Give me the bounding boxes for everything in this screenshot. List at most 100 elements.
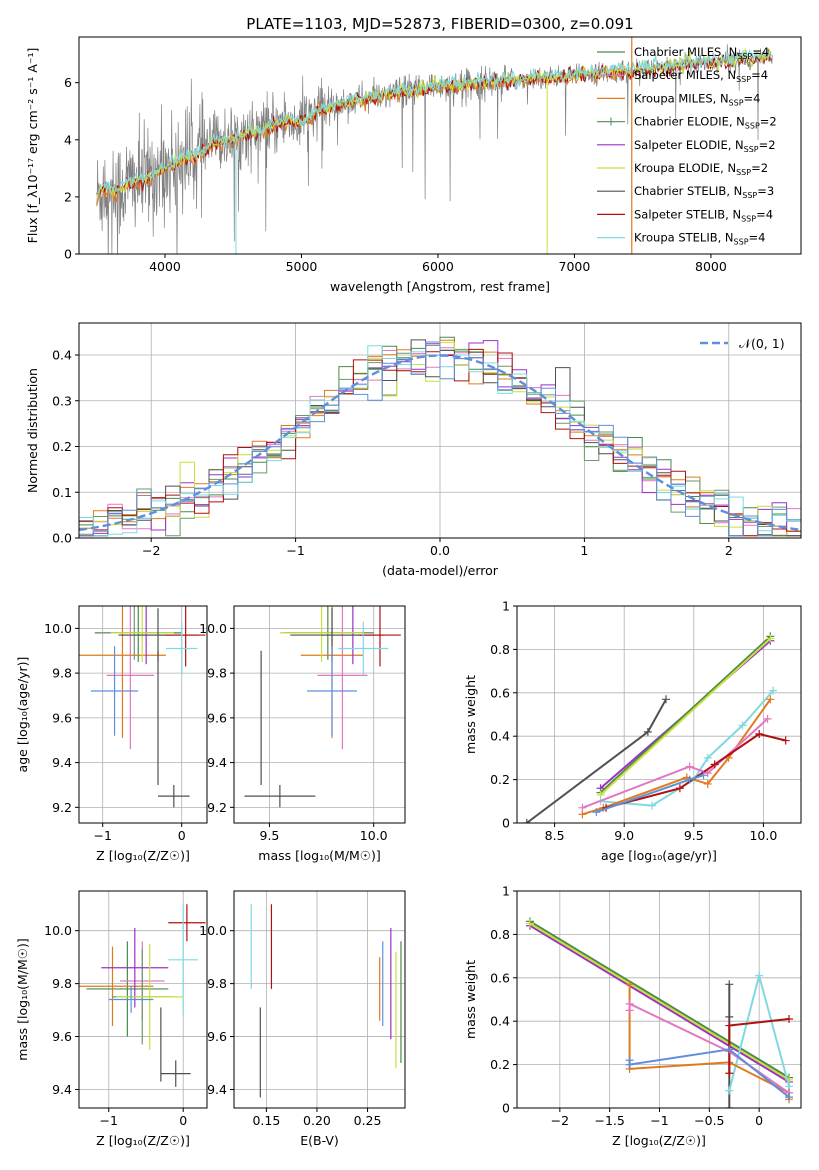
x-axis-label: E(B-V) [300,1133,339,1148]
x-axis-label: (data-model)/error [382,563,499,578]
x-tick-label: 0.25 [354,1113,382,1128]
y-tick-label: 9.8 [207,976,227,991]
x-tick-label: 8000 [695,259,727,274]
series-line-kroupa_elodie [529,922,790,1081]
series-point [625,1060,634,1069]
series-point [710,760,719,769]
y-tick-label: 0.0 [52,531,72,546]
series-point [738,721,747,730]
series-line-salpeter_elodie [529,924,790,1083]
series-point [725,1045,734,1054]
series-point [725,1021,734,1030]
y-tick-label: 9.8 [52,666,72,681]
x-tick-label: −0.5 [694,1113,724,1128]
legend-label: Salpeter MILES, NSSP=4 [634,68,768,84]
y-tick-label: 6 [64,75,72,90]
y-tick-label: 9.8 [207,666,227,681]
y-tick-label: 0 [64,247,72,262]
x-tick-label: 0.20 [303,1113,331,1128]
y-tick-label: 9.6 [207,710,227,725]
x-tick-label: 5000 [286,259,318,274]
axes-frame [78,36,802,255]
plot-area-weight_vs_Z [525,917,794,1108]
series-point [725,1104,734,1108]
legend-label: Kroupa ELODIE, NSSP=2 [634,161,768,177]
series-point [675,784,684,793]
y-axis-label: mass [log₁₀(M/M☉)] [15,938,30,1060]
x-tick-label: 10.0 [360,828,388,843]
x-tick-label: −1 [93,828,111,843]
series-point [685,762,694,771]
series-point [625,980,634,989]
series-point [578,803,587,812]
series-point [699,771,708,780]
panel-age_vs_Z: −1 0 9.2 9.4 9.6 9.8 10.0 Z [log₁₀(Z/Z☉)] age [l… [15,605,208,863]
panel-weight_vs_age: 8.5 9.0 9.5 10.0 0 0.2 0.4 0.6 0.8 1 age [log₁₀(ag… [463,599,802,863]
x-axis-label: Z [log₁₀(Z/Z☉)] [96,848,190,863]
y-tick-label: 9.4 [207,1082,227,1097]
model-spectrum-kroupa_miles [96,65,633,207]
legend-label: 𝒩(0, 1) [739,336,785,351]
y-axis-label: mass weight [463,675,478,754]
y-tick-label: 9.4 [52,1082,72,1097]
series-point [725,1069,734,1078]
legend-label: Chabrier STELIB, NSSP=3 [634,184,774,200]
x-tick-label: 0 [178,828,186,843]
y-tick-label: 0.2 [490,772,510,787]
series-point [525,919,534,928]
axes-frame [78,890,208,1109]
y-tick-label: 0.4 [52,348,72,363]
y-tick-label: 9.6 [52,1029,72,1044]
x-tick-label: −1 [286,543,304,558]
series-point [725,980,734,989]
y-tick-label: 0.6 [490,685,510,700]
y-tick-label: 9.6 [52,710,72,725]
series-point [522,819,531,823]
panel-residual_hist: −2 −1 0.0 1 2 0.0 0.1 0.2 0.3 0.4 (data-model)/err… [25,322,802,578]
y-tick-label: 10.0 [44,923,72,938]
plot-area-residual_hist [79,336,801,537]
y-tick-label: 9.6 [207,1029,227,1044]
legend-label: Kroupa STELIB, NSSP=4 [634,231,765,247]
legend-label: Salpeter ELODIE, NSSP=2 [634,138,776,154]
y-tick-label: 1 [502,884,510,899]
x-axis-label: Z [log₁₀(Z/Z☉)] [96,1133,190,1148]
axes-frame [233,890,406,1109]
series-point [592,808,601,817]
series-point [703,779,712,788]
x-tick-label: 9.0 [614,828,634,843]
series-line-chabrier_miles [529,920,790,1079]
x-tick-label: −1 [100,1113,118,1128]
x-tick-label: 0.0 [430,543,450,558]
series-line-salpeter_miles [582,718,769,809]
figure-title: PLATE=1103, MJD=52873, FIBERID=0300, z=0… [246,15,633,33]
y-tick-label: 0.6 [490,970,510,985]
x-tick-label: 0.15 [252,1113,280,1128]
normal-curve [79,354,801,532]
legend-label: Salpeter STELIB, NSSP=4 [634,207,773,223]
x-tick-label: 4000 [149,259,181,274]
y-tick-label: 10.0 [199,621,227,636]
series-point [766,695,775,704]
y-tick-label: 2 [64,189,72,204]
series-point [703,769,712,778]
plot-area-mass_vs_Z [79,904,206,1087]
axes-frame [233,605,406,824]
plot-area-age_vs_mass [244,606,401,808]
y-tick-label: 9.2 [207,800,227,815]
y-tick-label: 0.4 [490,729,510,744]
x-tick-label: −1.5 [594,1113,624,1128]
y-tick-label: 0.8 [490,927,510,942]
x-tick-label: 9.5 [684,828,704,843]
x-tick-label: 1 [580,543,588,558]
axes-frame [516,605,802,824]
plot-area-spectrum [96,37,773,254]
series-point [763,714,772,723]
series-point [703,753,712,762]
series-line-chabrier_miles [599,635,772,794]
series-point [685,775,694,784]
x-tick-label: 9.5 [260,828,280,843]
y-tick-label: 0.1 [52,485,72,500]
x-tick-label: 7000 [559,259,591,274]
x-tick-label: −2 [142,543,160,558]
